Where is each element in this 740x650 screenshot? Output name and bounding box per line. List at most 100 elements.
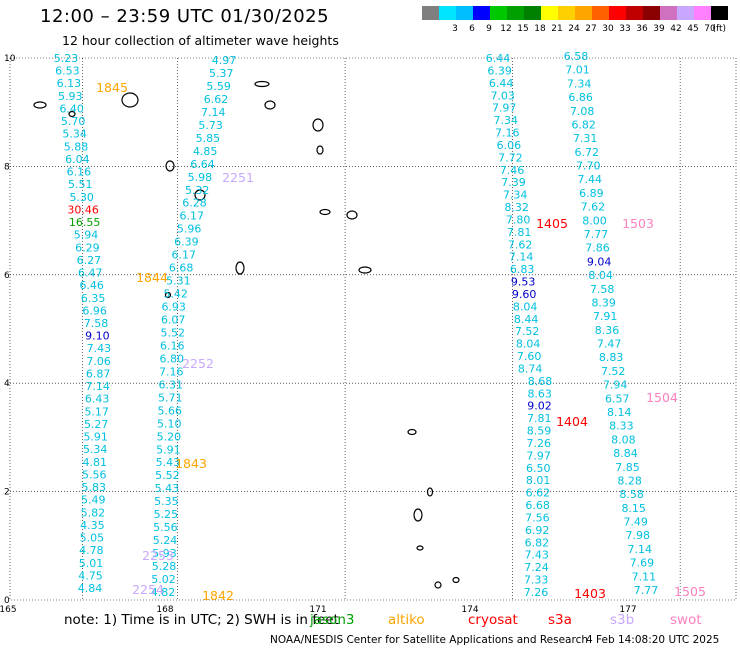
legend-swatch xyxy=(694,6,711,20)
wave-height-label: 8.36 xyxy=(595,324,620,337)
satellite-legend-altiko: altiko xyxy=(388,612,425,628)
wave-height-label: 5.85 xyxy=(196,132,221,145)
wave-height-label: 5.35 xyxy=(154,495,179,508)
wave-height-label: 6.86 xyxy=(568,91,593,104)
legend-swatch xyxy=(507,6,524,20)
legend-tick-label: 6 xyxy=(469,24,475,34)
wave-height-label: 5.31 xyxy=(166,275,191,288)
legend-tick-label: 3 xyxy=(452,24,458,34)
wave-height-label: 4.82 xyxy=(151,586,176,599)
credit-line: NOAA/NESDIS Center for Satellite Applica… xyxy=(270,634,588,646)
wave-height-label: 5.37 xyxy=(209,67,234,80)
wave-height-label: 8.84 xyxy=(613,447,638,460)
wave-height-label: 8.68 xyxy=(528,375,553,388)
x-tick-label: 177 xyxy=(619,605,636,615)
legend-swatch xyxy=(592,6,609,20)
legend-swatch xyxy=(558,6,575,20)
wave-height-label: 6.82 xyxy=(525,536,550,549)
wave-height-label: 5.25 xyxy=(154,508,179,521)
wave-height-label: 7.26 xyxy=(524,586,549,599)
pass-time-label: 1504 xyxy=(646,390,678,405)
footnote: note: 1) Time is in UTC; 2) SWH is in fe… xyxy=(64,612,339,628)
legend-swatch xyxy=(609,6,626,20)
generation-timestamp: 4 Feb 14:08:20 UTC 2025 xyxy=(586,634,720,646)
wave-height-label: 8.04 xyxy=(513,300,538,313)
color-legend: 3 6 9 12 15 18 21 24 27 30 33 36 39 42 45 70(ft) xyxy=(422,6,728,34)
wave-height-label: 7.97 xyxy=(526,449,551,462)
pass-time-label: 1503 xyxy=(622,216,654,231)
satellite-legend-s3a: s3a xyxy=(548,612,572,628)
wave-height-label: 7.58 xyxy=(84,317,109,330)
wave-height-label: 6.68 xyxy=(525,499,550,512)
wave-height-label: 7.14 xyxy=(201,106,226,119)
y-tick-label: 2 xyxy=(4,488,10,498)
y-tick-label: 6 xyxy=(4,271,10,281)
island-outline xyxy=(316,145,324,155)
wave-height-label: 6.07 xyxy=(161,314,186,327)
pass-time-label: 2252 xyxy=(182,356,214,371)
wave-height-label: 5.28 xyxy=(152,560,177,573)
map-title: 12:00 – 23:59 UTC 01/30/2025 xyxy=(40,6,330,27)
wave-height-label: 5.96 xyxy=(177,223,202,236)
x-tick-label: 171 xyxy=(309,605,326,615)
wave-height-label: 8.28 xyxy=(617,475,642,488)
wave-height-label: 6.82 xyxy=(571,119,596,132)
wave-height-label: 5.56 xyxy=(153,521,178,534)
legend-swatch xyxy=(643,6,660,20)
wave-height-label: 4.81 xyxy=(83,456,108,469)
legend-swatch xyxy=(541,6,558,20)
island-outline xyxy=(254,80,270,88)
wave-height-label: 7.01 xyxy=(565,64,590,77)
wave-height-label: 7.98 xyxy=(626,529,651,542)
wave-height-label: 6.62 xyxy=(526,487,551,500)
legend-unit: (ft) xyxy=(712,24,726,34)
wave-height-label: 6.87 xyxy=(86,368,111,381)
pass-time-label: 1505 xyxy=(674,584,706,599)
wave-height-label: 7.91 xyxy=(593,310,618,323)
wave-height-label: 5.27 xyxy=(84,418,109,431)
wave-height-label: 6.06 xyxy=(497,139,522,152)
legend-swatch xyxy=(711,6,728,20)
wave-height-label: 6.58 xyxy=(564,50,589,63)
wave-height-label: 7.58 xyxy=(590,283,615,296)
wave-height-label: 7.31 xyxy=(573,132,598,145)
island-outline xyxy=(194,189,206,201)
pass-time-label: 1845 xyxy=(96,80,128,95)
wave-height-label: 8.63 xyxy=(527,387,552,400)
wave-height-label: 4.97 xyxy=(212,54,237,67)
wave-height-label: 5.91 xyxy=(156,443,181,456)
wave-height-label: 5.10 xyxy=(157,417,182,430)
y-tick-label: 8 xyxy=(4,162,10,172)
y-tick-label: 10 xyxy=(4,54,16,64)
map-subtitle: 12 hour collection of altimeter wave hei… xyxy=(62,33,339,48)
track-d: 6.587.017.346.867.086.827.316.727.707.44… xyxy=(564,50,659,597)
wave-height-label: 6.39 xyxy=(487,64,512,77)
legend-tick-label: 9 xyxy=(486,24,492,34)
wave-height-label: 6.29 xyxy=(75,241,100,254)
wave-height-label: 7.06 xyxy=(86,355,111,368)
wave-height-label: 7.52 xyxy=(601,365,626,378)
wave-height-label: 16.55 xyxy=(69,216,101,229)
wave-height-label: 6.44 xyxy=(489,77,514,90)
wave-height-label: 7.34 xyxy=(567,77,592,90)
island-outline xyxy=(407,428,417,436)
wave-height-label: 7.11 xyxy=(632,570,657,583)
wave-height-label: 6.35 xyxy=(81,292,106,305)
legend-tick-label: 33 xyxy=(619,24,630,34)
wave-height-label: 7.72 xyxy=(498,151,523,164)
island-outline xyxy=(434,581,442,589)
wave-height-label: 5.51 xyxy=(68,178,93,191)
wave-height-label: 6.89 xyxy=(579,187,604,200)
wave-height-label: 7.60 xyxy=(517,350,542,363)
wave-height-label: 5.20 xyxy=(157,430,182,443)
legend-tick-label: 18 xyxy=(534,24,546,34)
island-outline xyxy=(413,508,423,522)
track-a: 5.236.536.135.936.405.705.345.886.046.16… xyxy=(54,52,111,595)
wave-height-label: 7.80 xyxy=(506,213,531,226)
wave-height-label: 7.16 xyxy=(159,365,184,378)
wave-height-label: 5.49 xyxy=(81,494,106,507)
wave-height-label: 30.46 xyxy=(67,203,99,216)
wave-height-label: 5.34 xyxy=(62,128,87,141)
wave-height-label: 7.39 xyxy=(501,176,526,189)
wave-height-label: 4.84 xyxy=(78,582,103,595)
